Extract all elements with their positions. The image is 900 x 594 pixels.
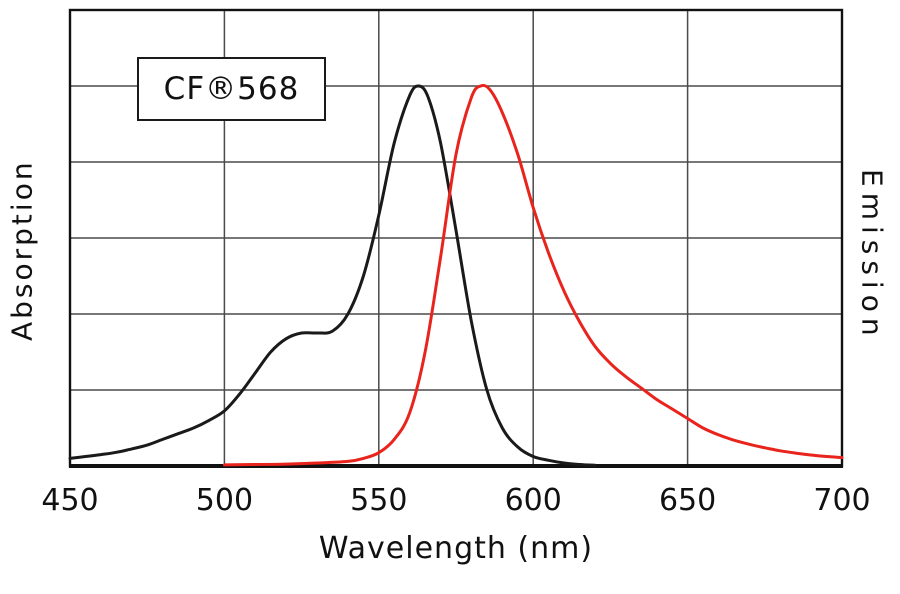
x-tick-label: 550	[350, 483, 407, 518]
absorption-curve	[68, 84, 597, 467]
x-tick-label: 650	[659, 483, 716, 518]
x-axis-label: Wavelength (nm)	[319, 531, 593, 566]
x-tick-label: 700	[813, 483, 870, 518]
chart-title-label: CF®568	[163, 71, 300, 107]
x-tick-label: 450	[41, 483, 98, 518]
y-axis-label-left: Absorption	[5, 159, 39, 341]
emission-curve	[222, 83, 844, 467]
y-axis-label-right: Emission	[855, 168, 889, 342]
x-tick-label: 500	[196, 483, 253, 518]
x-tick-label: 600	[505, 483, 562, 518]
chart-title-box: CF®568	[137, 57, 326, 121]
